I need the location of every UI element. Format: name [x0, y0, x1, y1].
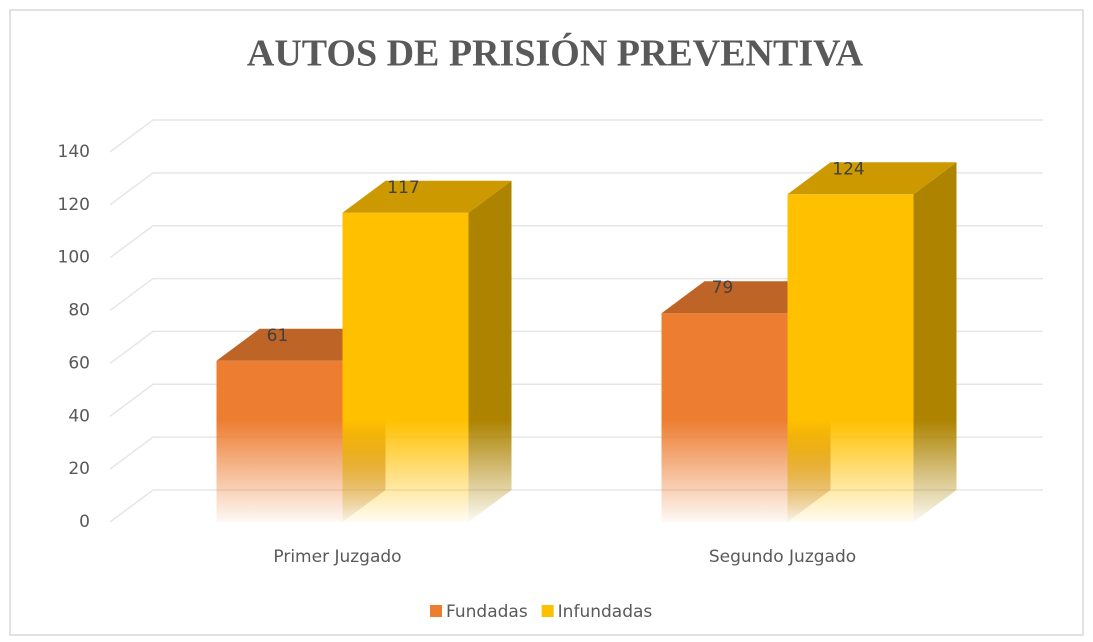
- legend-label: Fundadas: [446, 602, 528, 622]
- y-tick-label: 120: [58, 195, 90, 215]
- legend-label: Infundadas: [558, 602, 653, 622]
- grid-line: [109, 119, 1043, 153]
- data-label: 124: [832, 159, 864, 179]
- legend-swatch: [541, 605, 554, 617]
- data-label: 61: [267, 326, 289, 346]
- data-label: 117: [387, 178, 419, 198]
- x-tick-label: Segundo Juzgado: [709, 547, 856, 567]
- bar-top: [787, 162, 957, 195]
- x-tick-label: Primer Juzgado: [273, 547, 401, 567]
- y-tick-label: 100: [58, 248, 90, 268]
- bar-top: [342, 180, 512, 213]
- grid-line: [109, 277, 1043, 312]
- bar: [342, 212, 469, 523]
- data-label: 79: [712, 278, 734, 298]
- y-tick-label: 60: [68, 353, 90, 373]
- grid-line: [109, 224, 1043, 259]
- bar-side: [913, 162, 957, 523]
- grid-line: [109, 172, 1043, 206]
- y-tick-label: 0: [79, 512, 90, 532]
- legend-swatch: [430, 605, 442, 617]
- bar-side: [468, 180, 512, 523]
- y-tick-label: 40: [68, 406, 90, 426]
- bar: [216, 360, 343, 522]
- y-tick-label: 20: [68, 459, 90, 479]
- y-tick-label: 140: [58, 142, 90, 162]
- y-tick-label: 80: [68, 301, 90, 321]
- chart-title: AUTOS DE PRISIÓN PREVENTIVA: [247, 33, 864, 75]
- bar: [661, 313, 788, 522]
- bar: [787, 194, 914, 523]
